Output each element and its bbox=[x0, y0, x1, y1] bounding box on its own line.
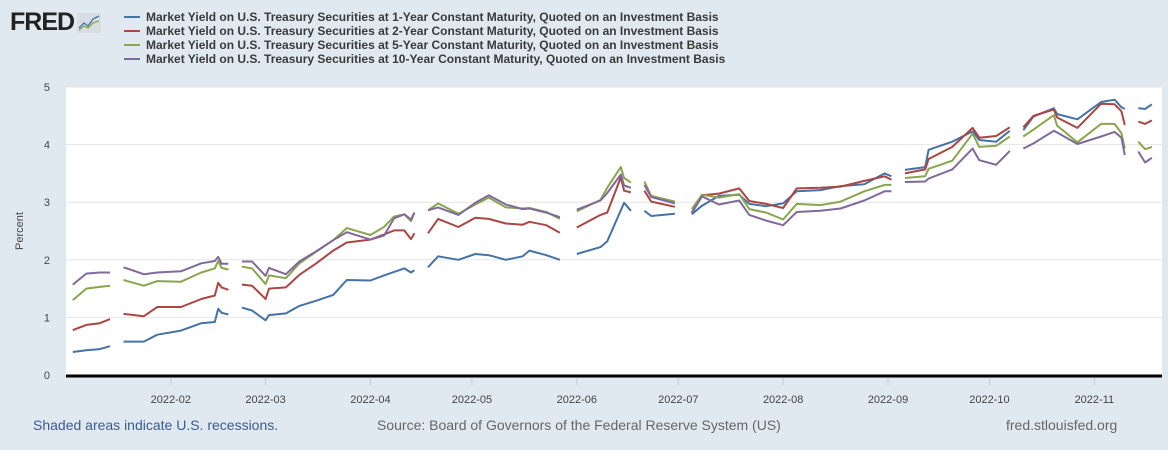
series-line-2 bbox=[72, 318, 111, 332]
series-line-1 bbox=[241, 267, 415, 322]
fred-logo[interactable]: FRED bbox=[10, 8, 102, 37]
legend-swatch bbox=[124, 58, 140, 60]
series-line-4 bbox=[904, 147, 1011, 183]
legend-label: Market Yield on U.S. Treasury Securities… bbox=[146, 52, 726, 66]
series-line-4 bbox=[427, 194, 561, 219]
x-tick-label: 2022-04 bbox=[350, 394, 390, 406]
chart-legend: Market Yield on U.S. Treasury Securities… bbox=[124, 10, 725, 66]
x-tick-label: 2022-03 bbox=[245, 394, 285, 406]
series-line-4 bbox=[1022, 129, 1126, 156]
series-lines bbox=[72, 98, 1153, 353]
series-line-1 bbox=[576, 201, 632, 255]
series-line-3 bbox=[690, 183, 892, 221]
x-tick-label: 2022-09 bbox=[868, 394, 908, 406]
x-tick-label: 2022-02 bbox=[151, 394, 191, 406]
series-line-3 bbox=[904, 132, 1011, 179]
series-line-2 bbox=[690, 175, 892, 214]
recession-note: Shaded areas indicate U.S. recessions. bbox=[33, 417, 279, 433]
series-line-1 bbox=[123, 307, 229, 343]
legend-label: Market Yield on U.S. Treasury Securities… bbox=[146, 10, 719, 24]
logo-chart-icon bbox=[77, 12, 102, 33]
y-tick-labels: 0 1 2 3 4 5 bbox=[44, 82, 50, 382]
x-tick-label: 2022-11 bbox=[1075, 394, 1115, 406]
series-line-1 bbox=[691, 172, 892, 216]
y-tick-label: 3 bbox=[44, 197, 50, 209]
series-line-3 bbox=[1137, 141, 1153, 151]
series-line-4 bbox=[643, 184, 676, 205]
legend-item[interactable]: Market Yield on U.S. Treasury Securities… bbox=[124, 24, 725, 38]
site-link[interactable]: fred.stlouisfed.org bbox=[1006, 417, 1118, 433]
x-tick-label: 2022-08 bbox=[763, 394, 803, 406]
legend-label: Market Yield on U.S. Treasury Securities… bbox=[146, 38, 719, 52]
x-tick-label: 2022-06 bbox=[557, 394, 597, 406]
series-line-2 bbox=[1137, 119, 1153, 125]
series-line-1 bbox=[1138, 103, 1153, 110]
series-line-2 bbox=[427, 216, 561, 234]
x-tick-labels: 2022-02 2022-03 2022-04 2022-05 2022-06 2022-… bbox=[151, 394, 1114, 406]
series-line-4 bbox=[690, 190, 892, 227]
legend-label: Market Yield on U.S. Treasury Securities… bbox=[146, 24, 719, 38]
series-line-2 bbox=[904, 126, 1011, 175]
legend-swatch bbox=[124, 30, 140, 32]
y-tick-label: 1 bbox=[44, 312, 50, 324]
series-line-4 bbox=[576, 173, 632, 211]
y-tick-label: 0 bbox=[44, 370, 50, 382]
y-tick-label: 5 bbox=[44, 82, 50, 94]
x-tick-label: 2022-07 bbox=[658, 394, 698, 406]
legend-item[interactable]: Market Yield on U.S. Treasury Securities… bbox=[124, 38, 725, 52]
plot-area bbox=[66, 87, 1162, 375]
series-line-2 bbox=[241, 229, 416, 300]
gridlines bbox=[66, 86, 1162, 318]
series-line-3 bbox=[123, 260, 229, 287]
y-tick-label: 4 bbox=[44, 140, 50, 152]
series-line-1 bbox=[643, 210, 675, 217]
series-line-4 bbox=[241, 212, 416, 277]
series-line-4 bbox=[1137, 150, 1153, 164]
source-note: Source: Board of Governors of the Federa… bbox=[377, 417, 781, 433]
series-line-4 bbox=[72, 271, 110, 286]
series-line-2 bbox=[576, 176, 632, 229]
logo-text: FRED bbox=[10, 8, 75, 36]
series-line-1 bbox=[72, 345, 111, 353]
series-line-4 bbox=[123, 255, 229, 276]
series-line-2 bbox=[1022, 102, 1126, 129]
x-tick-label: 2022-05 bbox=[452, 394, 492, 406]
series-line-2 bbox=[123, 281, 229, 318]
y-axis-label: Percent bbox=[14, 212, 26, 250]
legend-item[interactable]: Market Yield on U.S. Treasury Securities… bbox=[124, 52, 725, 66]
legend-swatch bbox=[124, 16, 140, 18]
y-tick-label: 2 bbox=[44, 255, 50, 267]
legend-swatch bbox=[124, 44, 140, 46]
series-line-1 bbox=[427, 249, 561, 268]
series-line-2 bbox=[643, 190, 676, 208]
series-line-3 bbox=[72, 284, 111, 301]
series-line-3 bbox=[1022, 114, 1126, 149]
x-tick-label: 2022-10 bbox=[969, 394, 1009, 406]
legend-item[interactable]: Market Yield on U.S. Treasury Securities… bbox=[124, 10, 725, 24]
